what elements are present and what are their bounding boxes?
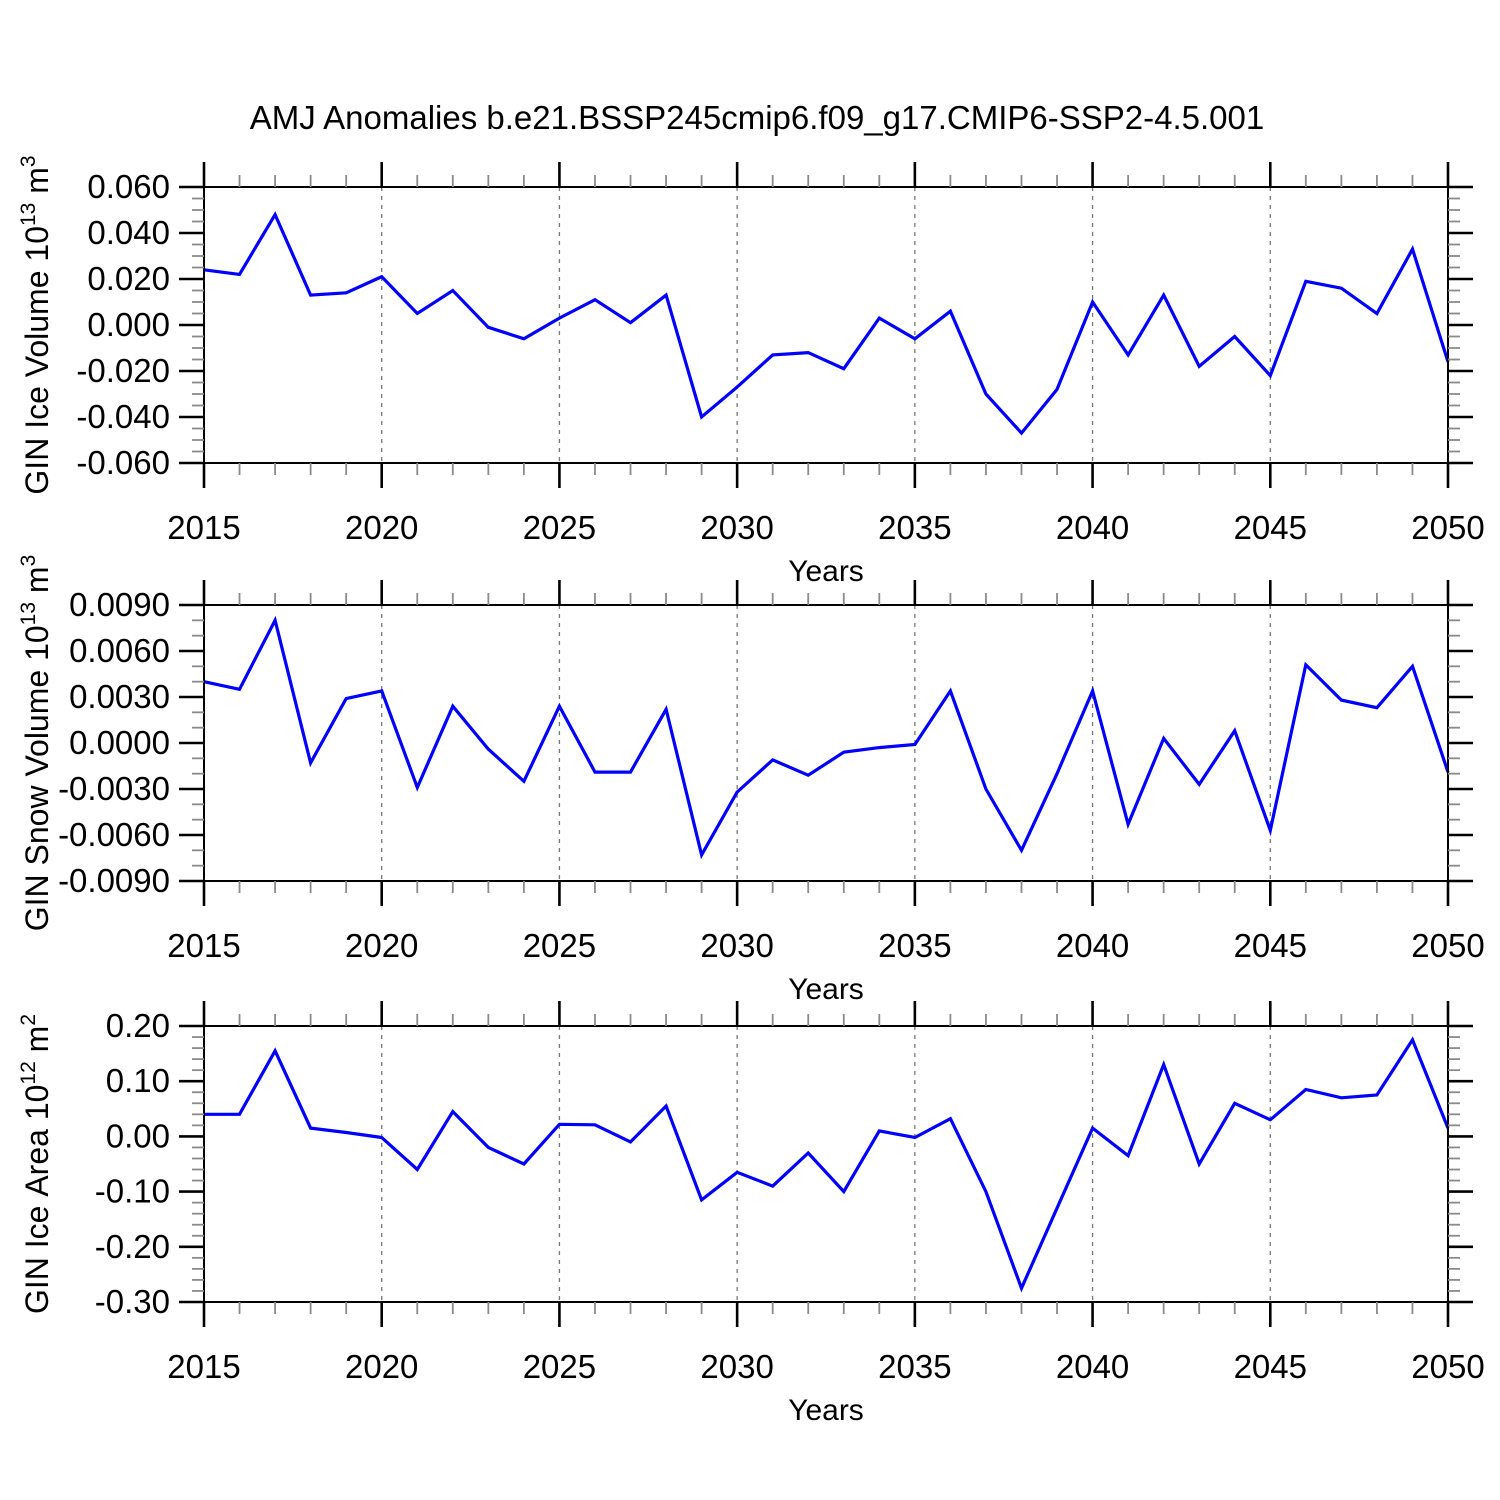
panel-gin-snow-volume: 2015 2020 2025 2030 2035 2040 2045 2050 Years 0.0… <box>17 555 1485 1006</box>
gin-ice-area-axis-title: GIN Ice Area 1012 m2 <box>17 1014 55 1314</box>
y-tick-label: -0.040 <box>76 398 170 435</box>
gin-ice-volume-axis-title: GIN Ice Volume 1013 m3 <box>17 155 55 494</box>
x-tick-label: 2020 <box>345 1348 418 1385</box>
y-tick-label: 0.0030 <box>69 678 170 715</box>
x-tick-label: 2045 <box>1234 1348 1307 1385</box>
panel-gin-ice-area: 2015 2020 2025 2030 2035 2040 2045 2050 Years 0.2… <box>17 1001 1485 1427</box>
y-tick-label: -0.10 <box>95 1173 170 1210</box>
x-axis-title: Years <box>788 1394 864 1427</box>
gin-snow-volume-axis-title: GIN Snow Volume 1013 m3 <box>17 555 55 932</box>
y-tick-label: 0.0060 <box>69 632 170 669</box>
y-tick-label: -0.30 <box>95 1283 170 1320</box>
plot-frame <box>203 1025 1449 1303</box>
chart-title: AMJ Anomalies b.e21.BSSP245cmip6.f09_g17… <box>249 99 1265 136</box>
x-tick-label: 2040 <box>1056 509 1129 546</box>
x-tick-label: 2045 <box>1234 927 1307 964</box>
x-tick-label: 2035 <box>878 927 951 964</box>
y-tick-label: -0.0090 <box>58 862 170 899</box>
x-tick-label: 2035 <box>878 509 951 546</box>
x-tick-label: 2015 <box>167 927 240 964</box>
gin-ice-volume-line <box>203 211 1450 436</box>
x-tick-label: 2030 <box>700 1348 773 1385</box>
y-tick-label: 0.060 <box>87 168 170 205</box>
y-tick-label: 0.040 <box>87 214 170 251</box>
y-tick-label: -0.0030 <box>58 770 170 807</box>
x-tick-label: 2025 <box>523 1348 596 1385</box>
x-tick-label: 2020 <box>345 927 418 964</box>
y-tick-label: 0.0090 <box>69 586 170 623</box>
x-tick-label: 2015 <box>167 509 240 546</box>
x-axis-title: Years <box>788 555 864 588</box>
y-tick-label: 0.00 <box>106 1117 170 1154</box>
y-tick-label: 0.10 <box>106 1062 170 1099</box>
gin-snow-volume-line <box>203 615 1450 860</box>
y-tick-label: -0.0060 <box>58 816 170 853</box>
x-tick-label: 2040 <box>1056 927 1129 964</box>
x-tick-label: 2050 <box>1411 927 1484 964</box>
y-tick-label: 0.20 <box>106 1007 170 1044</box>
x-tick-label: 2035 <box>878 1348 951 1385</box>
x-tick-label: 2050 <box>1411 1348 1484 1385</box>
y-tick-label: 0.000 <box>87 306 170 343</box>
plot-frame <box>203 186 1449 464</box>
x-tick-label: 2040 <box>1056 1348 1129 1385</box>
gin-ice-area-line <box>204 1036 1450 1293</box>
x-tick-label: 2025 <box>523 927 596 964</box>
y-tick-label: 0.0000 <box>69 724 170 761</box>
x-tick-label: 2030 <box>700 927 773 964</box>
y-tick-label: -0.020 <box>76 352 170 389</box>
y-tick-label: -0.20 <box>95 1228 170 1265</box>
x-tick-label: 2045 <box>1234 509 1307 546</box>
x-tick-label: 2025 <box>523 509 596 546</box>
x-tick-label: 2050 <box>1411 509 1484 546</box>
x-tick-label: 2030 <box>700 509 773 546</box>
panel-gin-ice-volume: 2015 2020 2025 2030 2035 2040 2045 2050 Years 0.0… <box>17 155 1485 588</box>
y-tick-label: -0.060 <box>76 444 170 481</box>
plot-frame <box>203 604 1449 882</box>
x-tick-label: 2020 <box>345 509 418 546</box>
x-axis-title: Years <box>788 973 864 1006</box>
x-tick-label: 2015 <box>167 1348 240 1385</box>
y-tick-label: 0.020 <box>87 260 170 297</box>
